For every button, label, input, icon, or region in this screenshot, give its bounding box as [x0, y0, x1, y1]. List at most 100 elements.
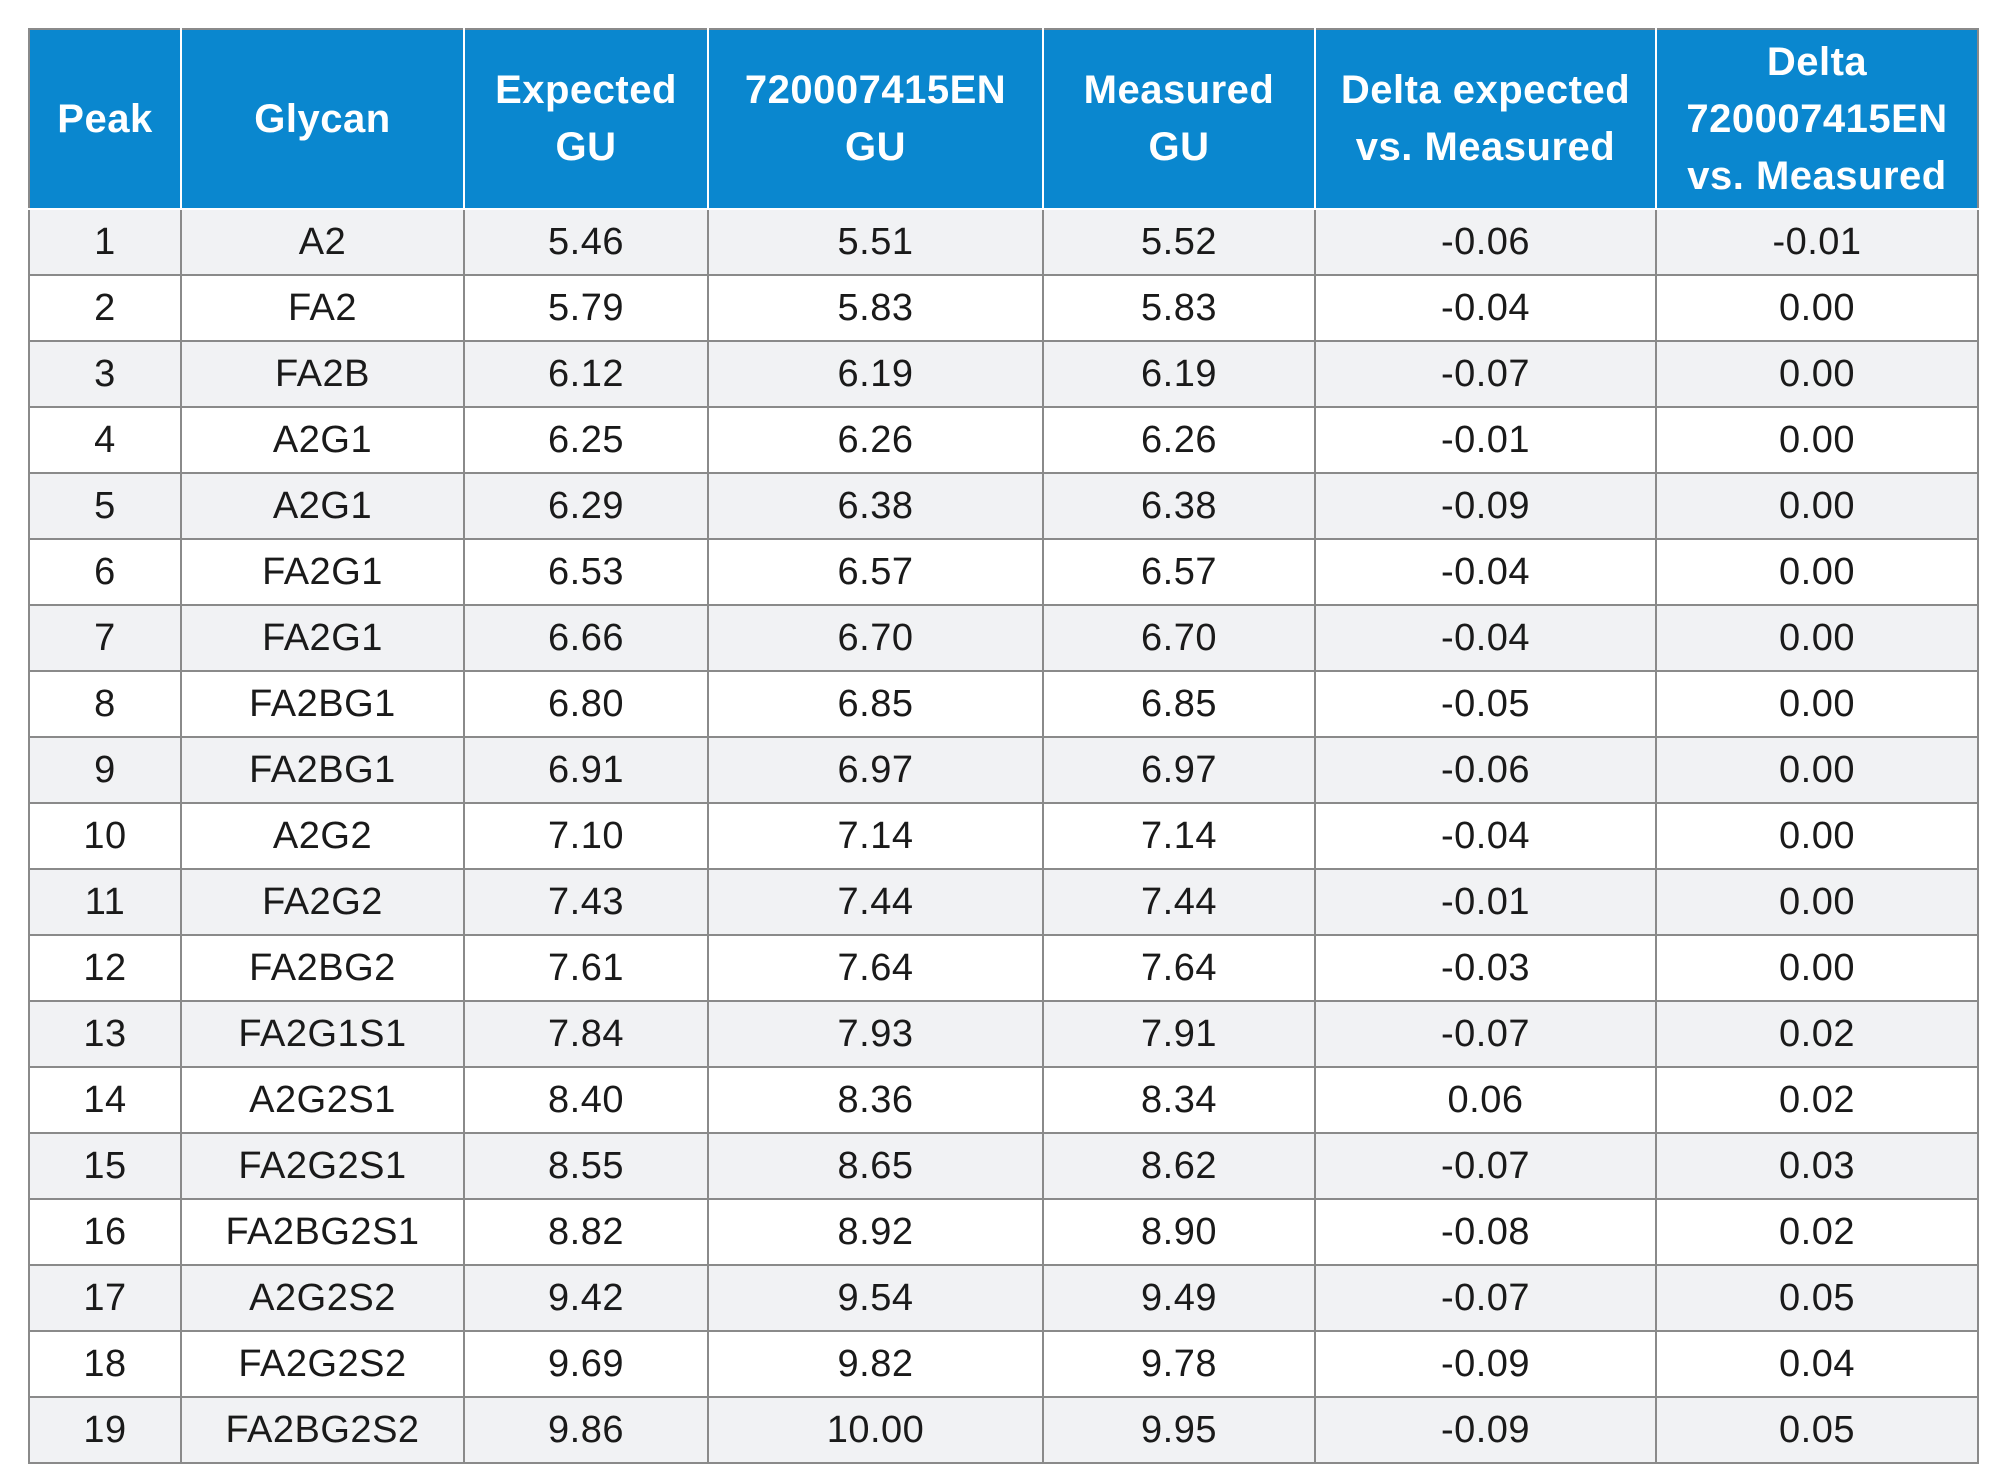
reference-gu-cell: 9.82	[707, 1330, 1044, 1398]
delta-expected-cell: -0.09	[1314, 472, 1657, 540]
expected-gu-cell: 7.10	[463, 802, 709, 870]
expected-gu-cell: 9.42	[463, 1264, 709, 1332]
table-row: 7 FA2G1 6.66 6.70 6.70 -0.04 0.00	[28, 604, 1979, 672]
table-row: 13 FA2G1S1 7.84 7.93 7.91 -0.07 0.02	[28, 1000, 1979, 1068]
header-peak: Peak	[28, 28, 182, 210]
delta-reference-cell: 0.02	[1655, 1000, 1979, 1068]
peak-cell: 17	[28, 1264, 182, 1332]
peak-cell: 6	[28, 538, 182, 606]
header-measured-gu: Measured GU	[1042, 28, 1316, 210]
reference-gu-cell: 8.65	[707, 1132, 1044, 1200]
delta-reference-cell: 0.00	[1655, 604, 1979, 672]
reference-gu-cell: 6.57	[707, 538, 1044, 606]
measured-gu-cell: 6.85	[1042, 670, 1316, 738]
delta-expected-cell: -0.04	[1314, 802, 1657, 870]
header-line: GU	[845, 125, 906, 169]
glycan-cell: A2G2	[180, 802, 465, 870]
peak-cell: 1	[28, 208, 182, 276]
header-glycan: Glycan	[180, 28, 465, 210]
measured-gu-cell: 8.90	[1042, 1198, 1316, 1266]
table-header: Peak Glycan Expected GU 720007415EN GU Measure…	[28, 28, 1979, 210]
expected-gu-cell: 5.79	[463, 274, 709, 342]
measured-gu-cell: 9.49	[1042, 1264, 1316, 1332]
header-line: Delta expected	[1340, 68, 1631, 112]
reference-gu-cell: 8.92	[707, 1198, 1044, 1266]
table-row: 3 FA2B 6.12 6.19 6.19 -0.07 0.00	[28, 340, 1979, 408]
glycan-cell: FA2G2	[180, 868, 465, 936]
measured-gu-cell: 6.97	[1042, 736, 1316, 804]
expected-gu-cell: 6.29	[463, 472, 709, 540]
measured-gu-cell: 8.62	[1042, 1132, 1316, 1200]
reference-gu-cell: 9.54	[707, 1264, 1044, 1332]
delta-reference-cell: -0.01	[1655, 208, 1979, 276]
delta-expected-cell: -0.01	[1314, 868, 1657, 936]
reference-gu-cell: 10.00	[707, 1396, 1044, 1464]
measured-gu-cell: 6.26	[1042, 406, 1316, 474]
expected-gu-cell: 7.43	[463, 868, 709, 936]
glycan-cell: FA2B	[180, 340, 465, 408]
expected-gu-cell: 6.80	[463, 670, 709, 738]
table-row: 2 FA2 5.79 5.83 5.83 -0.04 0.00	[28, 274, 1979, 342]
measured-gu-cell: 7.14	[1042, 802, 1316, 870]
reference-gu-cell: 8.36	[707, 1066, 1044, 1134]
reference-gu-cell: 6.85	[707, 670, 1044, 738]
delta-reference-cell: 0.02	[1655, 1066, 1979, 1134]
header-line: Expected	[495, 68, 677, 112]
glycan-cell: FA2G1	[180, 538, 465, 606]
header-delta-expected: Delta expected vs. Measured	[1314, 28, 1657, 210]
glycan-cell: FA2BG1	[180, 736, 465, 804]
measured-gu-cell: 5.83	[1042, 274, 1316, 342]
reference-gu-cell: 6.26	[707, 406, 1044, 474]
glycan-cell: A2G1	[180, 472, 465, 540]
reference-gu-cell: 6.70	[707, 604, 1044, 672]
peak-cell: 18	[28, 1330, 182, 1398]
table-row: 15 FA2G2S1 8.55 8.65 8.62 -0.07 0.03	[28, 1132, 1979, 1200]
expected-gu-cell: 6.53	[463, 538, 709, 606]
table-row: 5 A2G1 6.29 6.38 6.38 -0.09 0.00	[28, 472, 1979, 540]
glycan-cell: FA2BG2	[180, 934, 465, 1002]
reference-gu-cell: 5.83	[707, 274, 1044, 342]
delta-expected-cell: -0.03	[1314, 934, 1657, 1002]
expected-gu-cell: 6.66	[463, 604, 709, 672]
table-row: 16 FA2BG2S1 8.82 8.92 8.90 -0.08 0.02	[28, 1198, 1979, 1266]
measured-gu-cell: 6.38	[1042, 472, 1316, 540]
peak-cell: 16	[28, 1198, 182, 1266]
delta-expected-cell: -0.04	[1314, 274, 1657, 342]
glycan-cell: FA2G1S1	[180, 1000, 465, 1068]
peak-cell: 3	[28, 340, 182, 408]
glycan-cell: FA2G1	[180, 604, 465, 672]
delta-expected-cell: -0.07	[1314, 1000, 1657, 1068]
table-row: 4 A2G1 6.25 6.26 6.26 -0.01 0.00	[28, 406, 1979, 474]
peak-cell: 9	[28, 736, 182, 804]
glycan-cell: A2G1	[180, 406, 465, 474]
table-row: 9 FA2BG1 6.91 6.97 6.97 -0.06 0.00	[28, 736, 1979, 804]
table-row: 17 A2G2S2 9.42 9.54 9.49 -0.07 0.05	[28, 1264, 1979, 1332]
peak-cell: 12	[28, 934, 182, 1002]
delta-reference-cell: 0.00	[1655, 670, 1979, 738]
delta-expected-cell: -0.01	[1314, 406, 1657, 474]
table-row: 18 FA2G2S2 9.69 9.82 9.78 -0.09 0.04	[28, 1330, 1979, 1398]
reference-gu-cell: 6.19	[707, 340, 1044, 408]
header-line: Measured	[1083, 68, 1275, 112]
reference-gu-cell: 7.93	[707, 1000, 1044, 1068]
header-line: 720007415EN	[1686, 96, 1948, 141]
table-row: 12 FA2BG2 7.61 7.64 7.64 -0.03 0.00	[28, 934, 1979, 1002]
peak-cell: 11	[28, 868, 182, 936]
delta-expected-cell: -0.09	[1314, 1396, 1657, 1464]
expected-gu-cell: 9.69	[463, 1330, 709, 1398]
peak-cell: 4	[28, 406, 182, 474]
reference-gu-cell: 7.14	[707, 802, 1044, 870]
glycan-cell: FA2BG1	[180, 670, 465, 738]
delta-reference-cell: 0.00	[1655, 538, 1979, 606]
delta-reference-cell: 0.04	[1655, 1330, 1979, 1398]
glycan-cell: A2	[180, 208, 465, 276]
glycan-cell: FA2G2S1	[180, 1132, 465, 1200]
expected-gu-cell: 8.55	[463, 1132, 709, 1200]
delta-reference-cell: 0.00	[1655, 406, 1979, 474]
delta-reference-cell: 0.00	[1655, 934, 1979, 1002]
peak-cell: 19	[28, 1396, 182, 1464]
delta-reference-cell: 0.03	[1655, 1132, 1979, 1200]
measured-gu-cell: 9.95	[1042, 1396, 1316, 1464]
header-delta-reference: Delta 720007415EN vs. Measured	[1655, 28, 1979, 210]
table-body: 1 A2 5.46 5.51 5.52 -0.06 -0.01 2 FA2 5.79 5.83 5.8…	[28, 208, 1979, 1464]
